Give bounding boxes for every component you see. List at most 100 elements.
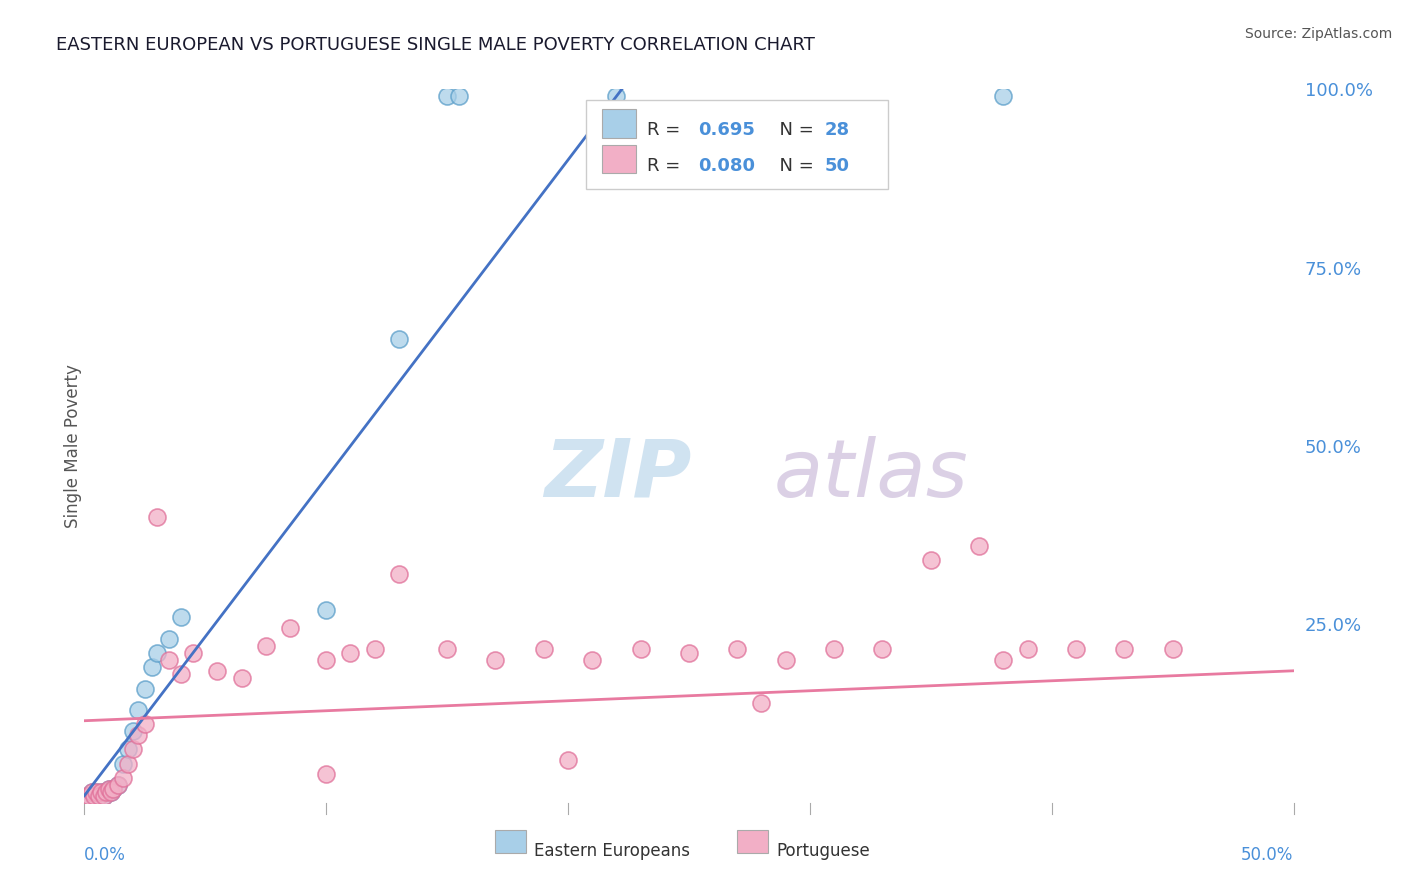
Point: [146, 646, 169, 660]
Text: EASTERN EUROPEAN VS PORTUGUESE SINGLE MALE POVERTY CORRELATION CHART: EASTERN EUROPEAN VS PORTUGUESE SINGLE MA…: [56, 36, 815, 54]
Point: [920, 553, 942, 567]
Point: [170, 610, 193, 624]
Point: [87, 789, 110, 803]
Point: [107, 778, 129, 792]
Point: [77, 789, 100, 803]
Point: [315, 767, 337, 781]
Point: [112, 756, 135, 771]
Text: N =: N =: [768, 157, 820, 175]
Point: [127, 728, 149, 742]
Point: [967, 539, 990, 553]
Text: 0.695: 0.695: [699, 121, 755, 139]
Point: [94, 785, 117, 799]
Point: [117, 742, 139, 756]
Point: [90, 785, 112, 799]
Point: [993, 89, 1015, 103]
Text: atlas: atlas: [773, 435, 969, 514]
Point: [823, 642, 845, 657]
Point: [121, 724, 143, 739]
Point: [146, 510, 169, 524]
Y-axis label: Single Male Poverty: Single Male Poverty: [65, 364, 82, 528]
Point: [80, 785, 103, 799]
Point: [388, 567, 411, 582]
Point: [97, 781, 120, 796]
FancyBboxPatch shape: [586, 100, 889, 189]
Point: [76, 789, 98, 803]
Point: [1064, 642, 1087, 657]
Point: [278, 621, 301, 635]
Point: [103, 781, 125, 796]
Bar: [495, 830, 526, 853]
Point: [1161, 642, 1184, 657]
Point: [141, 660, 163, 674]
Point: [77, 789, 100, 803]
Text: 50.0%: 50.0%: [1241, 846, 1294, 863]
Point: [134, 681, 156, 696]
Text: R =: R =: [647, 157, 686, 175]
Point: [86, 785, 108, 799]
Point: [83, 789, 105, 803]
Point: [254, 639, 277, 653]
Point: [80, 785, 103, 799]
Text: Eastern Europeans: Eastern Europeans: [534, 842, 690, 860]
Point: [751, 696, 773, 710]
Point: [605, 89, 627, 103]
Point: [557, 753, 579, 767]
Point: [134, 717, 156, 731]
Text: 0.080: 0.080: [699, 157, 755, 175]
Point: [127, 703, 149, 717]
Text: Portuguese: Portuguese: [776, 842, 870, 860]
Point: [112, 771, 135, 785]
Point: [449, 89, 471, 103]
Point: [1114, 642, 1136, 657]
Text: N =: N =: [768, 121, 820, 139]
Point: [678, 646, 700, 660]
Point: [117, 756, 139, 771]
Text: R =: R =: [647, 121, 686, 139]
Text: 0.0%: 0.0%: [84, 846, 127, 863]
Point: [157, 653, 180, 667]
Point: [94, 785, 117, 799]
Bar: [602, 145, 636, 173]
Point: [339, 646, 361, 660]
Point: [207, 664, 229, 678]
Point: [436, 89, 458, 103]
Point: [315, 603, 337, 617]
Point: [181, 646, 204, 660]
Point: [363, 642, 385, 657]
Point: [484, 653, 506, 667]
Point: [100, 785, 122, 799]
Point: [231, 671, 253, 685]
Text: 28: 28: [824, 121, 849, 139]
Point: [90, 785, 112, 799]
Point: [315, 653, 337, 667]
Point: [87, 789, 110, 803]
Point: [725, 642, 748, 657]
Point: [100, 785, 122, 799]
Point: [93, 789, 115, 803]
Point: [107, 778, 129, 792]
Point: [436, 642, 458, 657]
Text: ZIP: ZIP: [544, 435, 692, 514]
Bar: [737, 830, 768, 853]
Point: [76, 789, 98, 803]
Point: [103, 781, 125, 796]
Point: [170, 667, 193, 681]
Point: [388, 332, 411, 346]
Bar: [602, 109, 636, 137]
Point: [581, 653, 603, 667]
Point: [533, 642, 555, 657]
Point: [1017, 642, 1039, 657]
Point: [993, 653, 1015, 667]
Point: [157, 632, 180, 646]
Point: [83, 789, 105, 803]
Point: [97, 781, 120, 796]
Point: [93, 789, 115, 803]
Point: [775, 653, 797, 667]
Point: [86, 785, 108, 799]
Text: Source: ZipAtlas.com: Source: ZipAtlas.com: [1244, 27, 1392, 41]
Point: [630, 642, 652, 657]
Text: 50: 50: [824, 157, 849, 175]
Point: [121, 742, 143, 756]
Point: [872, 642, 894, 657]
